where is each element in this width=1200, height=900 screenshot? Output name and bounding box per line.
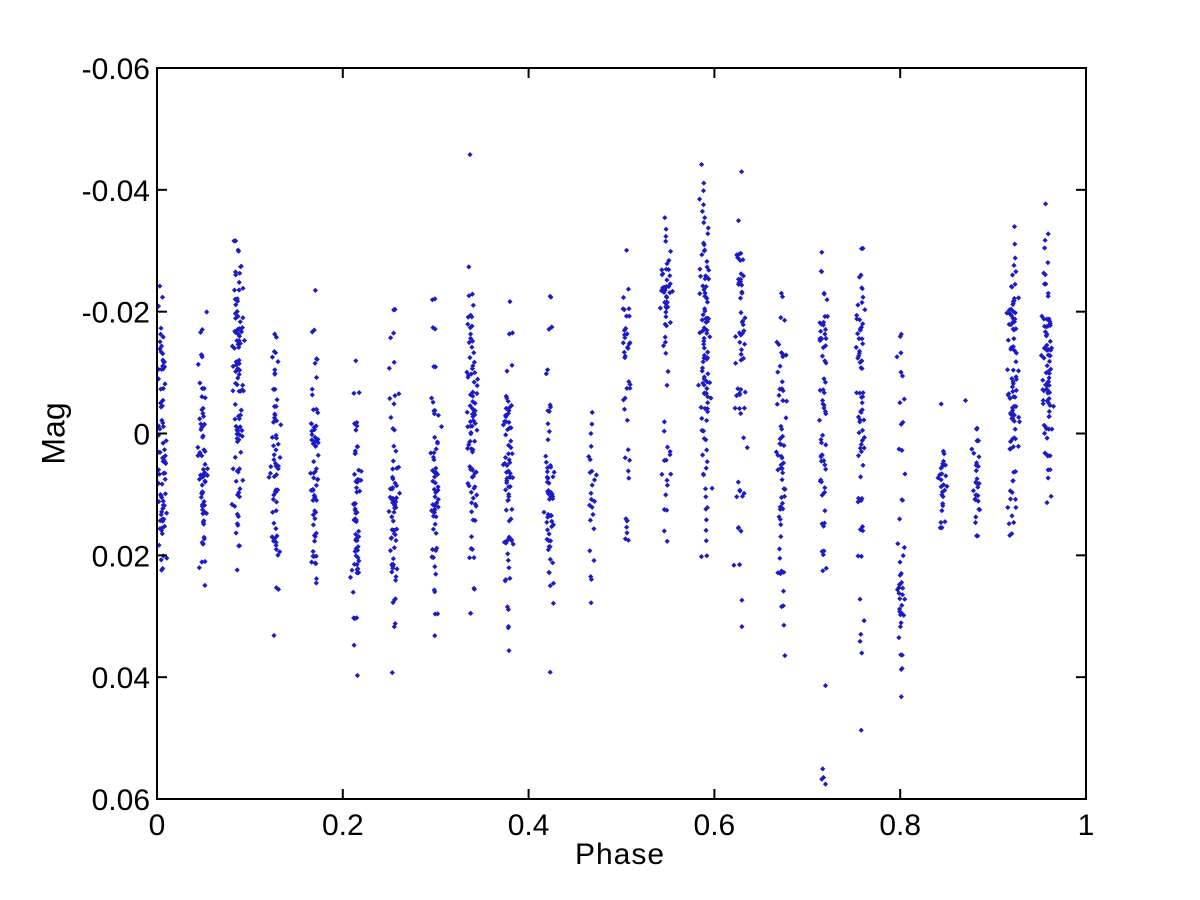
svg-text:Mag: Mag bbox=[36, 402, 72, 464]
svg-text:-0.02: -0.02 bbox=[82, 297, 150, 330]
svg-text:0.4: 0.4 bbox=[508, 809, 550, 842]
svg-text:0: 0 bbox=[133, 419, 150, 452]
svg-text:-0.04: -0.04 bbox=[82, 175, 150, 208]
svg-text:0: 0 bbox=[149, 809, 166, 842]
svg-text:Phase: Phase bbox=[575, 838, 665, 871]
svg-text:-0.06: -0.06 bbox=[82, 53, 150, 86]
svg-text:0.06: 0.06 bbox=[92, 784, 150, 817]
svg-text:0.2: 0.2 bbox=[322, 809, 364, 842]
svg-text:0.02: 0.02 bbox=[92, 540, 150, 573]
svg-text:0.04: 0.04 bbox=[92, 662, 150, 695]
svg-text:0.8: 0.8 bbox=[879, 809, 921, 842]
svg-text:1: 1 bbox=[1078, 809, 1095, 842]
svg-text:0.6: 0.6 bbox=[694, 809, 736, 842]
